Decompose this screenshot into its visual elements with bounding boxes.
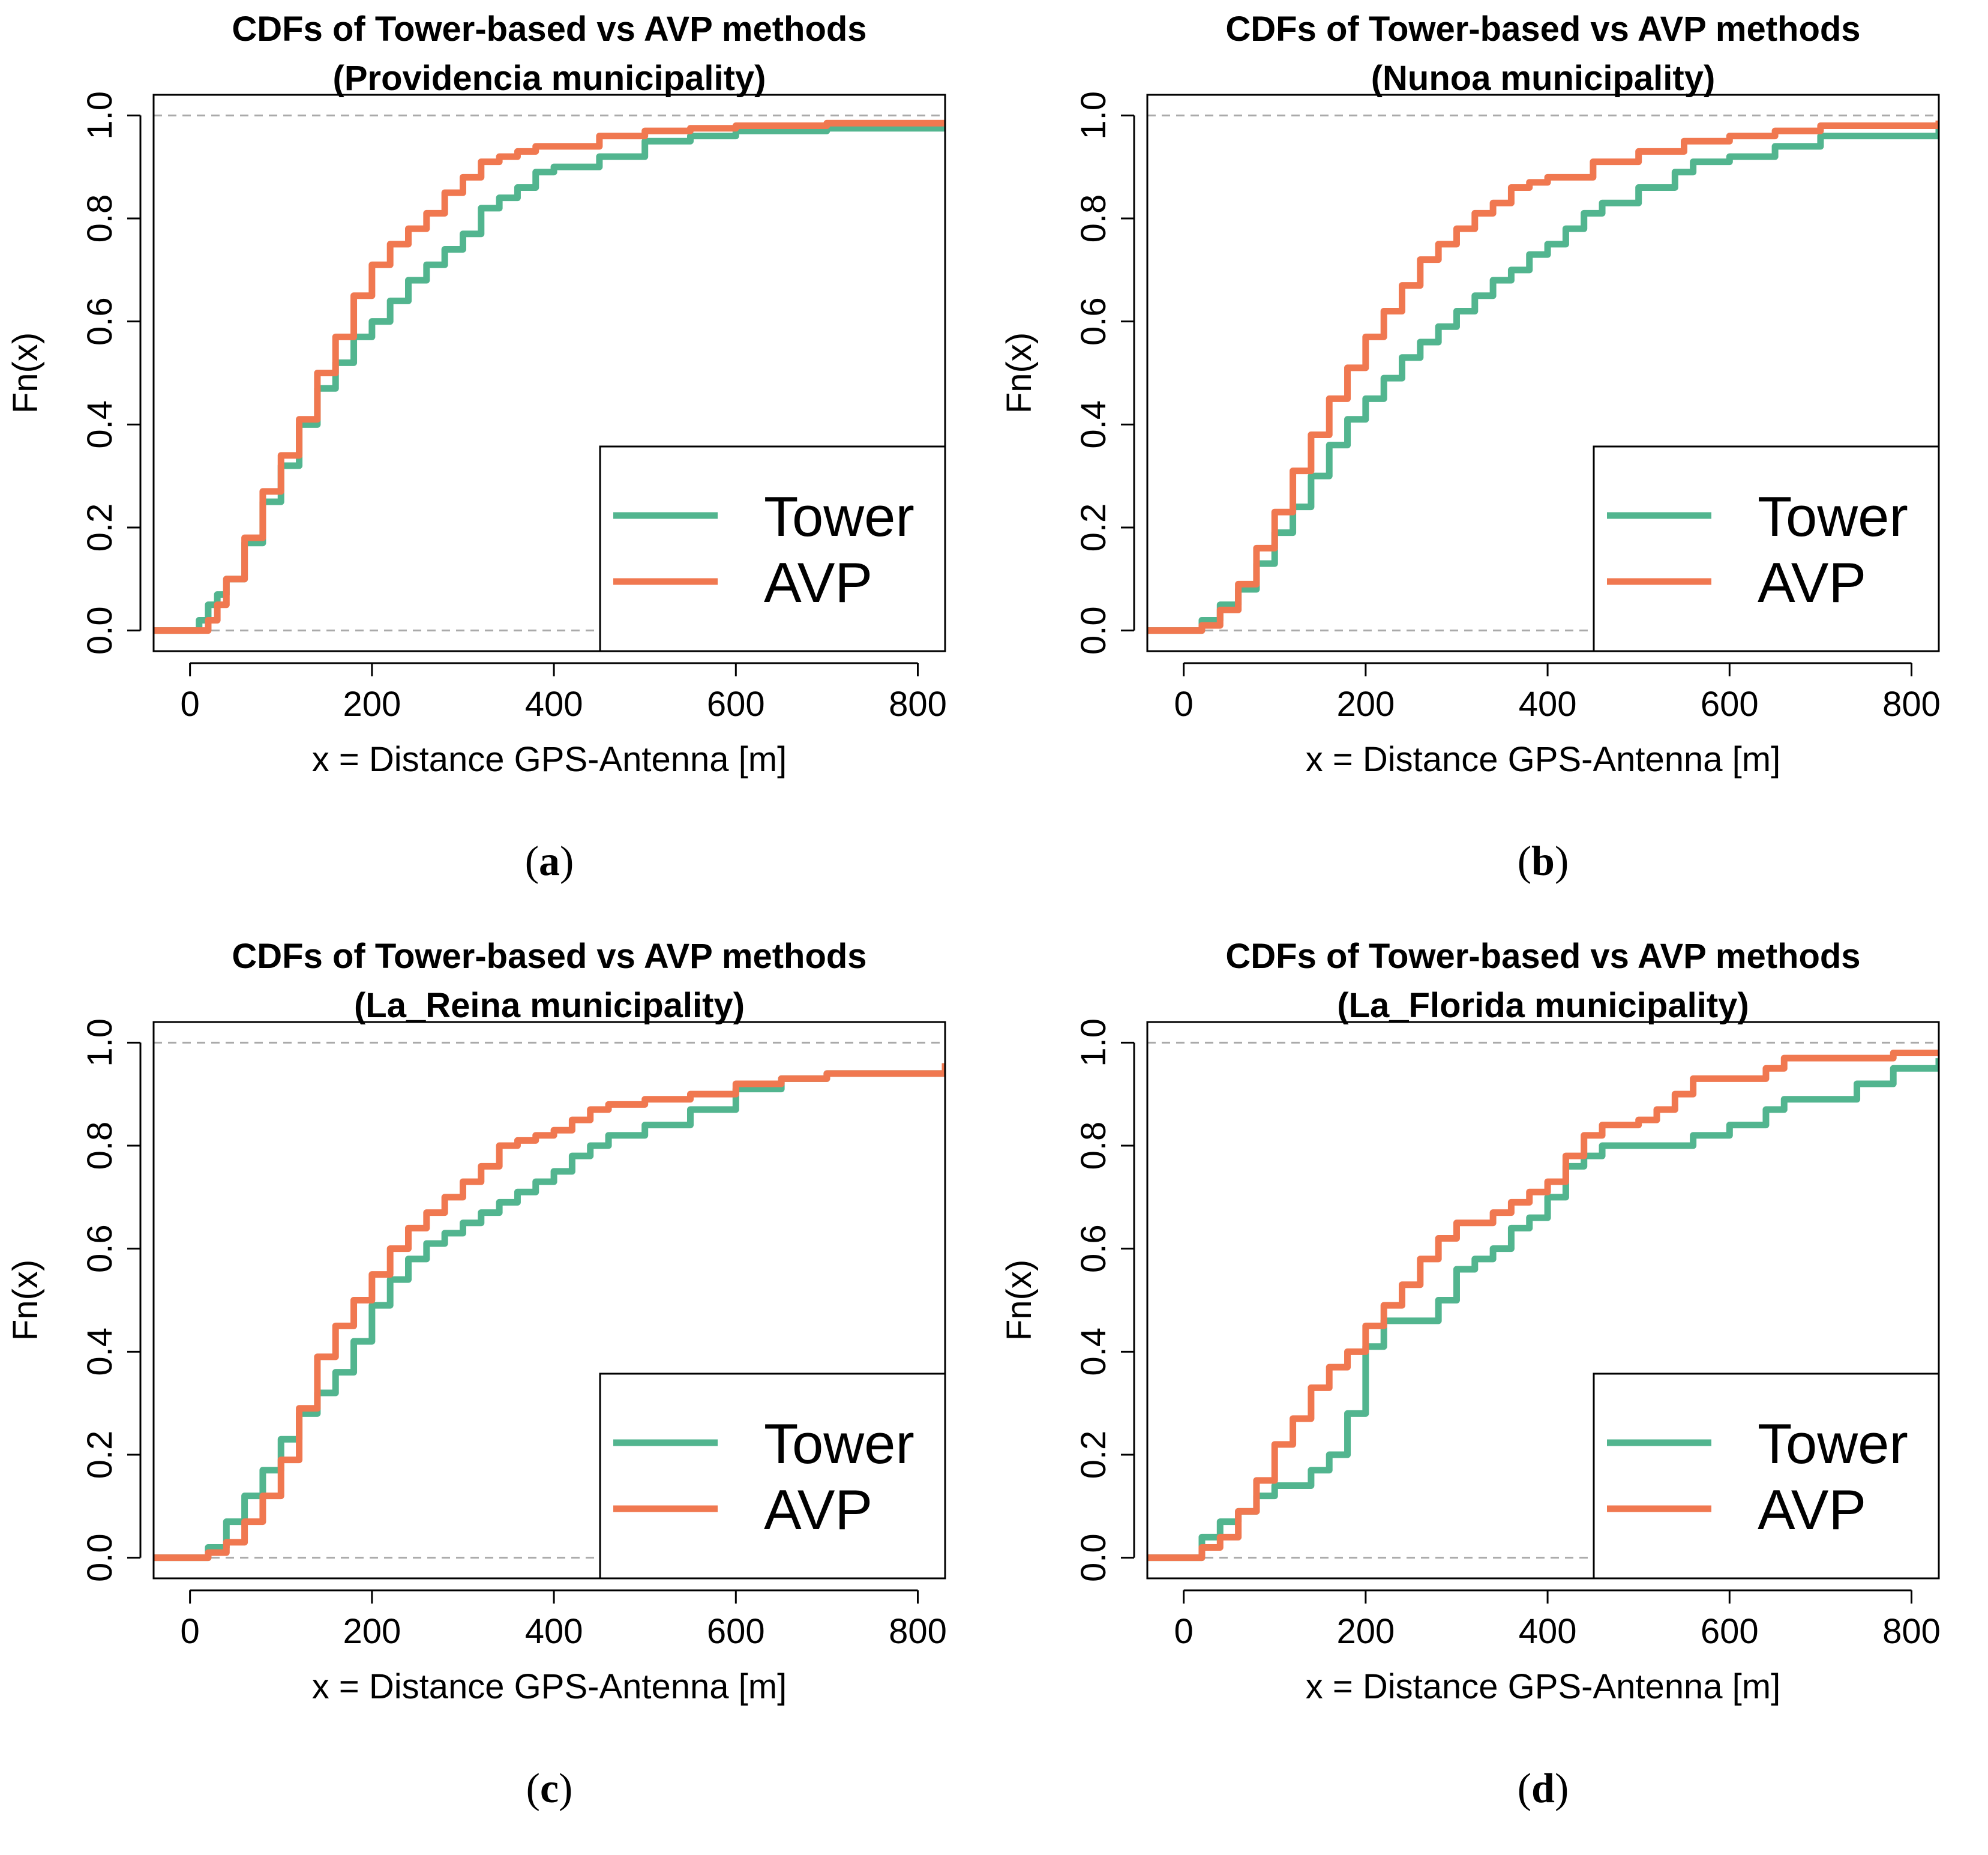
chart-svg: CDFs of Tower-based vs AVP methods (Nunoa… bbox=[1000, 10, 1941, 885]
x-axis-label: x = Distance GPS-Antenna [m] bbox=[312, 740, 787, 779]
y-tick-label: 0.6 bbox=[1074, 1224, 1113, 1273]
y-axis-label: Fn(x) bbox=[1000, 1260, 1039, 1341]
y-tick-label: 0.0 bbox=[80, 1533, 119, 1582]
y-tick-label: 1.0 bbox=[80, 91, 119, 140]
x-tick-label: 200 bbox=[343, 1612, 401, 1651]
legend-label-tower: Tower bbox=[1758, 485, 1908, 548]
chart-panel-a: CDFs of Tower-based vs AVP methods (Provi… bbox=[0, 0, 994, 927]
y-axis-label: Fn(x) bbox=[6, 332, 45, 413]
x-tick-label: 600 bbox=[707, 685, 765, 724]
y-tick-label: 0.2 bbox=[1074, 504, 1113, 552]
series-line-avp bbox=[154, 119, 945, 634]
chart-title-line-1: CDFs of Tower-based vs AVP methods bbox=[232, 10, 866, 49]
legend-label-avp: AVP bbox=[764, 551, 872, 614]
plot-frame bbox=[152, 94, 946, 652]
x-tick-label: 600 bbox=[707, 1612, 765, 1651]
panel-caption: (a) bbox=[525, 838, 574, 885]
x-tick-label: 400 bbox=[525, 685, 583, 724]
x-tick-label: 800 bbox=[1882, 1612, 1941, 1651]
x-tick-label: 200 bbox=[1336, 1612, 1395, 1651]
chart-title-line-2: (Providencia municipality) bbox=[333, 59, 766, 98]
x-tick-label: 400 bbox=[1519, 685, 1577, 724]
series-line-tower bbox=[154, 1063, 945, 1562]
chart-svg: CDFs of Tower-based vs AVP methods (La_Re… bbox=[6, 937, 947, 1812]
x-tick-label: 600 bbox=[1701, 1612, 1759, 1651]
plot-frame bbox=[1146, 1021, 1940, 1580]
x-tick-label: 600 bbox=[1701, 685, 1759, 724]
x-tick-label: 800 bbox=[889, 1612, 947, 1651]
chart-panel-c: CDFs of Tower-based vs AVP methods (La_Re… bbox=[0, 927, 994, 1854]
x-tick-label: 800 bbox=[1882, 685, 1941, 724]
chart-svg: CDFs of Tower-based vs AVP methods (Provi… bbox=[6, 10, 947, 885]
legend-box bbox=[599, 1372, 946, 1580]
y-tick-label: 1.0 bbox=[80, 1018, 119, 1067]
x-tick-label: 400 bbox=[1519, 1612, 1577, 1651]
chart-panel-d: CDFs of Tower-based vs AVP methods (La_Fl… bbox=[994, 927, 1987, 1854]
y-tick-label: 0.8 bbox=[1074, 1122, 1113, 1170]
panel-caption: (b) bbox=[1518, 838, 1569, 885]
x-tick-label: 200 bbox=[1336, 685, 1395, 724]
chart-panel-b: CDFs of Tower-based vs AVP methods (Nunoa… bbox=[994, 0, 1987, 927]
y-tick-label: 0.4 bbox=[1074, 400, 1113, 449]
y-tick-label: 0.8 bbox=[80, 1122, 119, 1170]
y-tick-label: 0.0 bbox=[1074, 1533, 1113, 1582]
y-tick-label: 0.6 bbox=[1074, 297, 1113, 346]
chart-title-line-2: (Nunoa municipality) bbox=[1371, 59, 1716, 98]
x-tick-label: 0 bbox=[181, 1612, 200, 1651]
y-tick-label: 0.4 bbox=[80, 400, 119, 449]
x-tick-label: 0 bbox=[181, 685, 200, 724]
series-line-avp bbox=[1147, 1050, 1939, 1562]
y-tick-label: 0.0 bbox=[1074, 606, 1113, 655]
legend-box bbox=[1593, 1372, 1940, 1580]
chart-title-line-2: (La_Florida municipality) bbox=[1337, 986, 1749, 1025]
series-line-avp bbox=[1147, 120, 1939, 634]
x-axis-label: x = Distance GPS-Antenna [m] bbox=[312, 1667, 787, 1706]
y-tick-label: 0.6 bbox=[80, 1224, 119, 1273]
chart-title-line-2: (La_Reina municipality) bbox=[354, 986, 745, 1025]
y-tick-label: 0.8 bbox=[80, 194, 119, 243]
chart-svg: CDFs of Tower-based vs AVP methods (La_Fl… bbox=[1000, 937, 1941, 1812]
chart-title-line-1: CDFs of Tower-based vs AVP methods bbox=[232, 937, 866, 976]
legend-label-tower: Tower bbox=[764, 485, 914, 548]
y-axis-label: Fn(x) bbox=[1000, 332, 1039, 413]
x-axis-label: x = Distance GPS-Antenna [m] bbox=[1306, 740, 1780, 779]
plot-frame bbox=[152, 1021, 946, 1580]
x-tick-label: 800 bbox=[889, 685, 947, 724]
chart-title-line-1: CDFs of Tower-based vs AVP methods bbox=[1225, 10, 1860, 49]
legend-label-avp: AVP bbox=[1758, 1478, 1866, 1541]
y-tick-label: 0.0 bbox=[80, 606, 119, 655]
x-tick-label: 400 bbox=[525, 1612, 583, 1651]
legend-label-tower: Tower bbox=[764, 1412, 914, 1475]
panel-caption: (d) bbox=[1518, 1766, 1569, 1812]
series-line-tower bbox=[1147, 125, 1939, 634]
y-axis-label: Fn(x) bbox=[6, 1260, 45, 1341]
series-line-tower bbox=[1147, 1058, 1939, 1562]
y-tick-label: 0.4 bbox=[1074, 1327, 1113, 1376]
y-tick-label: 0.8 bbox=[1074, 194, 1113, 243]
legend-box bbox=[599, 445, 946, 652]
panel-caption: (c) bbox=[526, 1766, 573, 1812]
legend-label-avp: AVP bbox=[764, 1478, 872, 1541]
y-tick-label: 1.0 bbox=[1074, 91, 1113, 140]
y-tick-label: 1.0 bbox=[1074, 1018, 1113, 1067]
x-tick-label: 0 bbox=[1174, 685, 1194, 724]
legend-box bbox=[1593, 445, 1940, 652]
y-tick-label: 0.2 bbox=[80, 504, 119, 552]
y-tick-label: 0.4 bbox=[80, 1327, 119, 1376]
y-tick-label: 0.2 bbox=[1074, 1431, 1113, 1479]
x-axis-label: x = Distance GPS-Antenna [m] bbox=[1306, 1667, 1780, 1706]
plot-frame bbox=[1146, 94, 1940, 652]
chart-title-line-1: CDFs of Tower-based vs AVP methods bbox=[1225, 937, 1860, 976]
legend-label-tower: Tower bbox=[1758, 1412, 1908, 1475]
legend-label-avp: AVP bbox=[1758, 551, 1866, 614]
x-tick-label: 200 bbox=[343, 685, 401, 724]
y-tick-label: 0.6 bbox=[80, 297, 119, 346]
series-line-avp bbox=[154, 1063, 945, 1562]
x-tick-label: 0 bbox=[1174, 1612, 1194, 1651]
y-tick-label: 0.2 bbox=[80, 1431, 119, 1479]
